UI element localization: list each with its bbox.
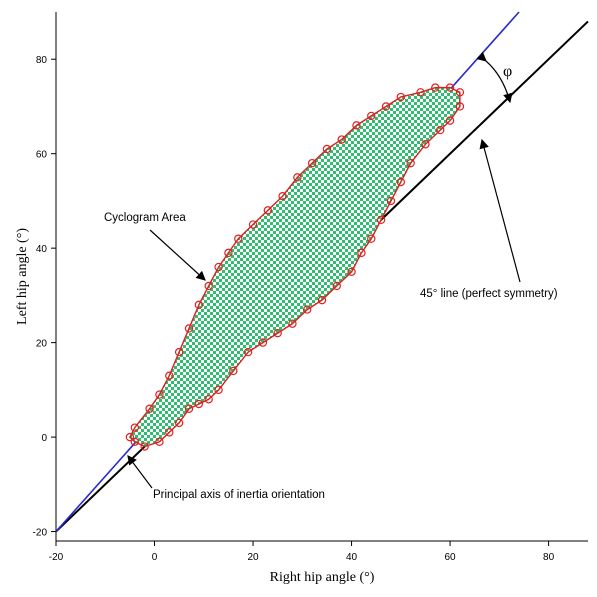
cyclogram-marker: [396, 92, 406, 102]
cyclogram-marker: [317, 295, 327, 305]
cyclogram-marker: [445, 83, 455, 92]
cyclogram-marker: [145, 404, 154, 413]
cyclogram-marker: [258, 338, 268, 347]
x-tick-label: 80: [543, 552, 555, 563]
cyclogram-marker: [214, 262, 223, 272]
cyclogram-marker: [184, 324, 194, 333]
cyclogram-loop-line: [129, 86, 461, 448]
principal-axis-label: Principal axis of inertia orientation: [153, 489, 325, 501]
cyclogram-area-arrow: [149, 229, 206, 281]
x-axis-ticks: -20 0 20 40 60 80: [49, 541, 555, 563]
cyclogram-marker: [155, 437, 164, 447]
x-axis-title: Right hip angle (°): [270, 570, 375, 585]
y-tick-label: 60: [36, 150, 48, 161]
cyclogram-marker: [165, 371, 174, 380]
cyclogram-marker: [455, 88, 465, 97]
cyclogram-marker: [288, 319, 297, 328]
cyclogram-marker: [455, 102, 465, 111]
cyclogram-marker: [386, 196, 396, 206]
symmetry-line-arrow: [479, 138, 521, 283]
cyclogram-marker: [204, 281, 213, 291]
cyclogram-marker: [337, 135, 346, 144]
cyclogram-marker: [174, 418, 184, 428]
cyclogram-marker: [194, 300, 204, 310]
phi-angle-symbol: φ: [503, 63, 512, 80]
cyclogram-marker: [307, 158, 317, 168]
cyclogram-marker: [376, 215, 386, 225]
cyclogram-marker: [293, 173, 302, 182]
x-tick-label: 0: [152, 552, 158, 563]
cyclogram-marker: [436, 125, 445, 135]
cyclogram-marker: [445, 116, 455, 125]
cyclogram-area: [129, 87, 461, 448]
cyclogram-marker: [273, 328, 282, 338]
cyclogram-marker: [234, 234, 243, 243]
cyclogram-marker: [278, 192, 287, 201]
cyclogram-marker: [416, 88, 425, 97]
x-tick-label: -20: [49, 552, 64, 563]
x-tick-label: 60: [445, 552, 457, 563]
cyclogram-marker: [184, 404, 194, 413]
cyclogram-marker: [174, 347, 184, 357]
cyclogram-marker: [224, 248, 233, 258]
cyclogram-marker: [194, 399, 204, 409]
cyclogram-marker: [229, 366, 238, 376]
cyclogram-marker: [248, 220, 258, 229]
cyclogram-marker: [421, 140, 430, 149]
cyclogram-marker: [140, 442, 149, 451]
cyclogram-marker: [155, 390, 164, 399]
cyclogram-marker: [396, 177, 406, 187]
cyclogram-marker: [367, 111, 376, 121]
y-tick-label: 20: [36, 339, 48, 350]
principal-axis-arrow: [127, 455, 153, 489]
y-tick-label: 0: [41, 433, 47, 444]
cyclogram-marker: [303, 305, 312, 314]
y-axis-ticks: -20 0 20 40 60 80: [33, 55, 56, 539]
cyclogram-marker: [367, 234, 376, 243]
cyclogram-markers: [125, 83, 465, 451]
y-tick-label: 80: [36, 55, 48, 66]
plot-frame: [55, 12, 588, 542]
y-axis-title: Left hip angle (°): [15, 228, 30, 325]
x-tick-label: 40: [346, 552, 358, 563]
symmetry-line-label: 45° line (perfect symmetry): [420, 288, 558, 300]
cyclogram-marker: [352, 121, 361, 130]
cyclogram-marker: [347, 267, 356, 276]
cyclogram-marker: [406, 158, 415, 168]
annotations: Cyclogram Area 45° line (perfect symmetr…: [104, 51, 558, 501]
cyclogram-marker: [263, 206, 273, 215]
cyclogram-area-label: Cyclogram Area: [104, 212, 186, 224]
cyclogram-marker: [381, 102, 391, 111]
x-tick-label: 20: [247, 552, 259, 563]
cyclogram-marker: [204, 395, 213, 404]
cyclogram-marker: [125, 432, 135, 442]
cyclogram-marker: [431, 83, 440, 92]
cyclogram-marker: [322, 144, 332, 154]
cyclogram-marker: [214, 385, 223, 395]
phi-angle-arc: [476, 51, 513, 104]
y-tick-label: -20: [33, 528, 48, 539]
cyclogram-marker: [357, 248, 366, 258]
cyclogram-marker: [130, 423, 140, 432]
cyclogram-marker: [165, 428, 174, 437]
y-tick-label: 40: [36, 244, 48, 255]
cyclogram-marker: [332, 281, 341, 291]
cyclogram-marker: [243, 347, 253, 357]
cyclogram-marker: [130, 437, 140, 447]
